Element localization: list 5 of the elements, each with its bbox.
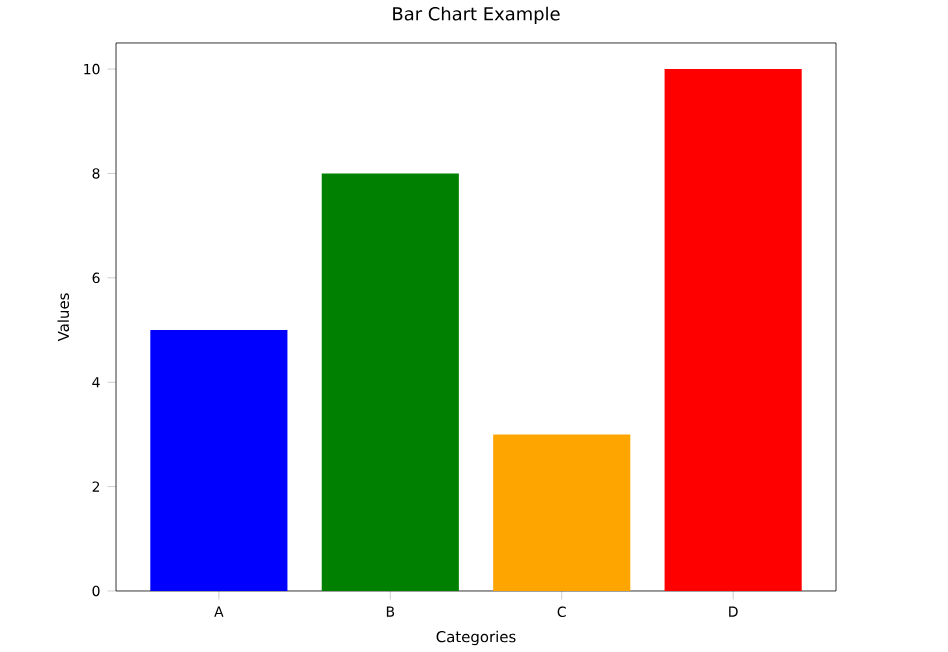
bar [493,434,631,592]
bar [664,69,802,592]
chart-title: Bar Chart Example [393,6,560,25]
bar [321,173,459,592]
bar [150,330,288,592]
